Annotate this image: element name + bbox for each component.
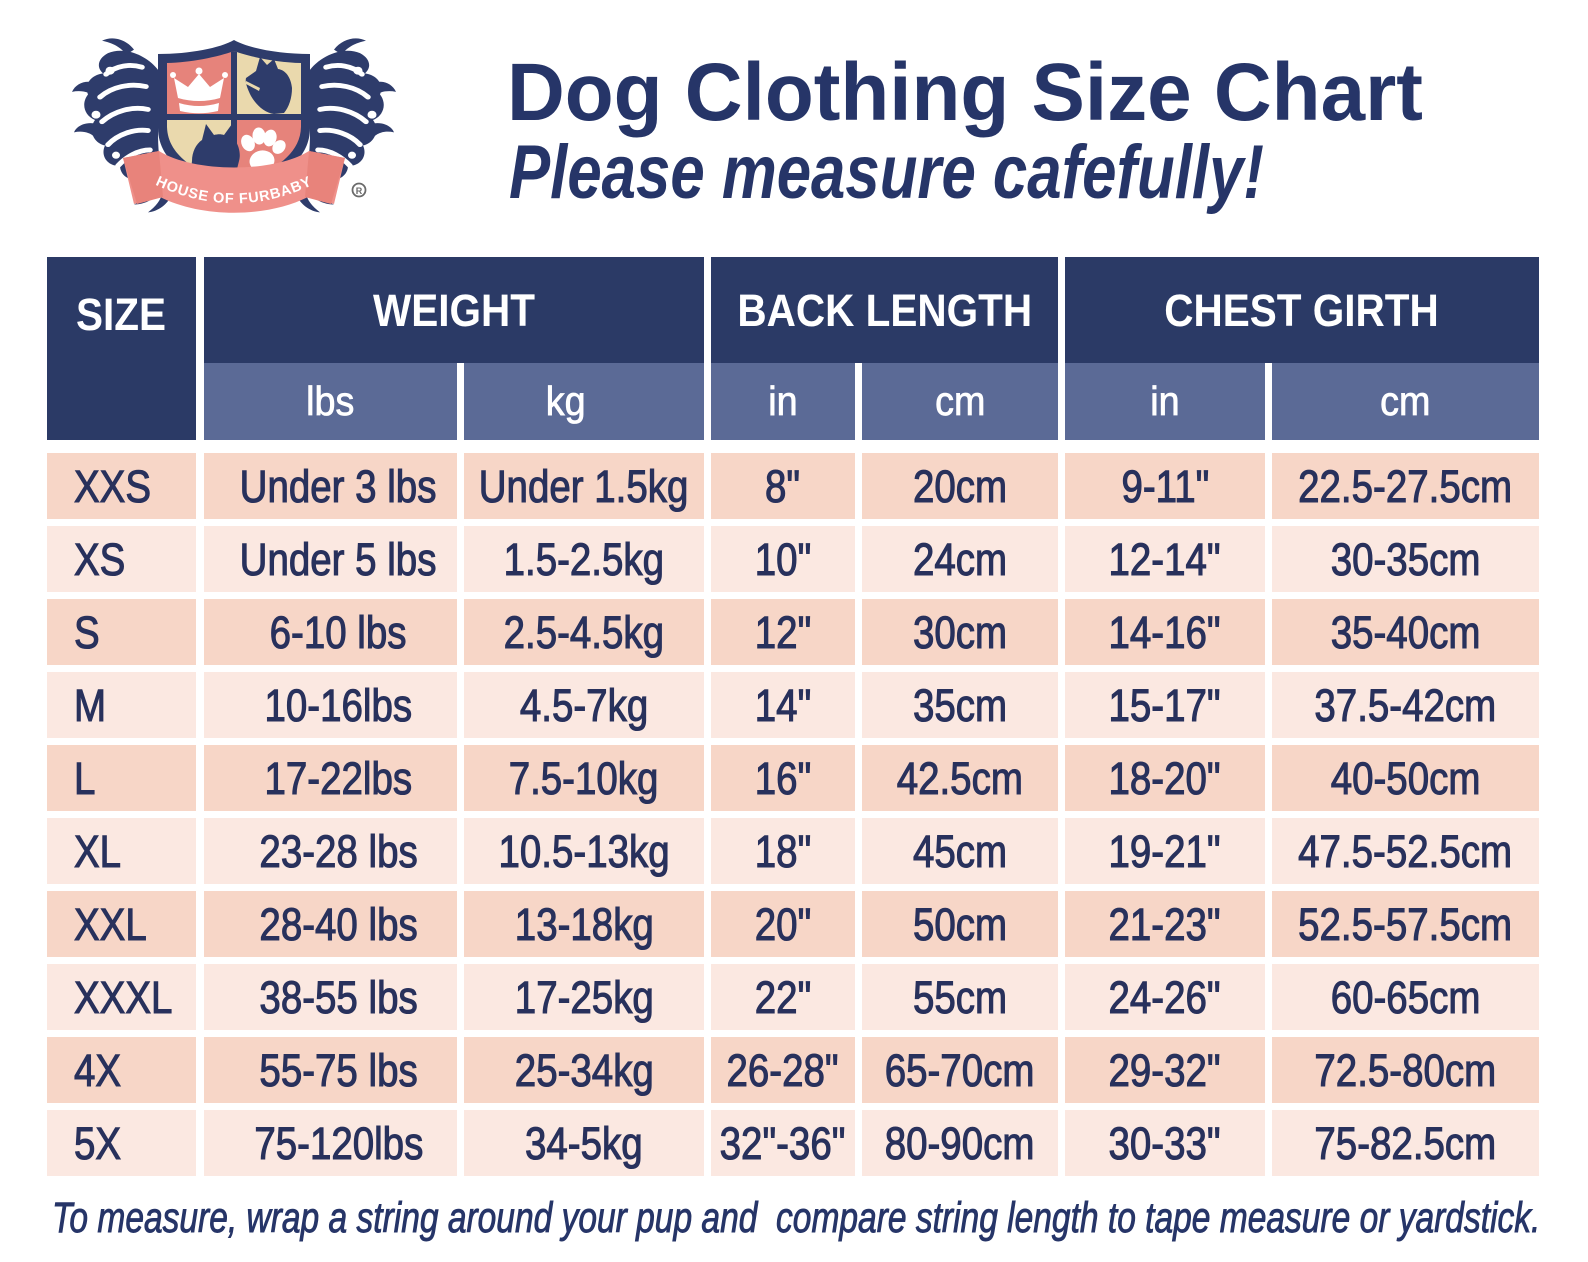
svg-text:R: R <box>356 186 363 196</box>
